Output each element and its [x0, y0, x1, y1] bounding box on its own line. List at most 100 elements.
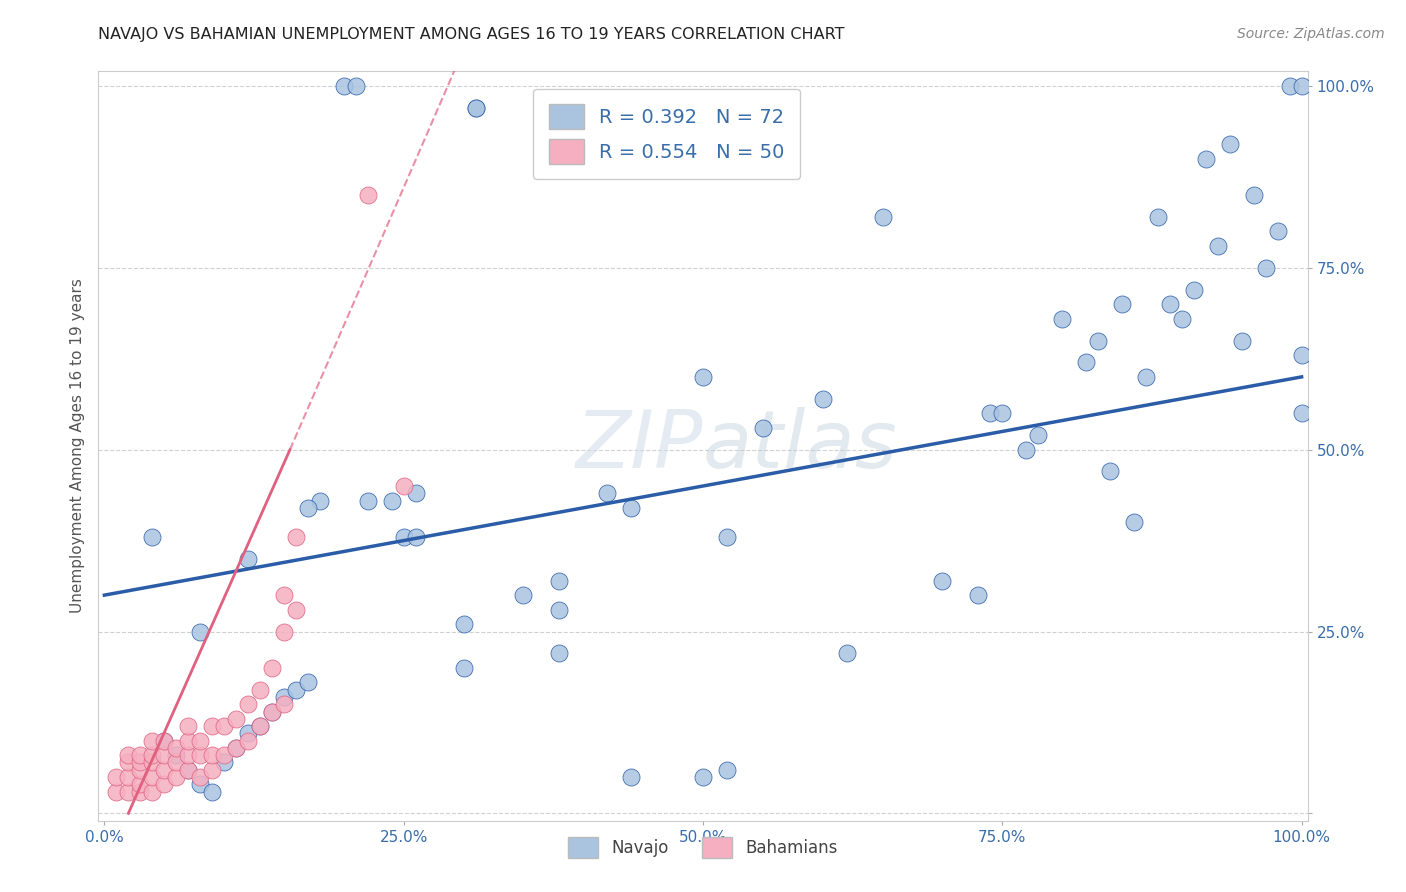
- Point: [177, 763, 200, 777]
- Text: NAVAJO VS BAHAMIAN UNEMPLOYMENT AMONG AGES 16 TO 19 YEARS CORRELATION CHART: NAVAJO VS BAHAMIAN UNEMPLOYMENT AMONG AG…: [98, 27, 845, 42]
- Point: [297, 500, 319, 515]
- Point: [117, 756, 139, 770]
- Point: [1219, 137, 1241, 152]
- Point: [212, 748, 235, 763]
- Point: [165, 748, 187, 763]
- Point: [129, 763, 152, 777]
- Y-axis label: Unemployment Among Ages 16 to 19 years: Unemployment Among Ages 16 to 19 years: [69, 278, 84, 614]
- Point: [188, 777, 211, 791]
- Point: [201, 748, 224, 763]
- Point: [141, 530, 163, 544]
- Point: [1087, 334, 1109, 348]
- Point: [392, 530, 415, 544]
- Point: [1182, 283, 1205, 297]
- Point: [117, 748, 139, 763]
- Point: [1026, 428, 1049, 442]
- Point: [596, 486, 619, 500]
- Point: [1206, 239, 1229, 253]
- Point: [1195, 152, 1218, 166]
- Point: [225, 740, 247, 755]
- Point: [236, 698, 259, 712]
- Point: [512, 588, 534, 602]
- Point: [692, 770, 714, 784]
- Point: [392, 479, 415, 493]
- Point: [991, 406, 1014, 420]
- Point: [177, 719, 200, 733]
- Point: [357, 493, 380, 508]
- Text: atlas: atlas: [703, 407, 898, 485]
- Point: [129, 748, 152, 763]
- Point: [1074, 355, 1097, 369]
- Point: [129, 756, 152, 770]
- Point: [1099, 465, 1122, 479]
- Point: [309, 493, 332, 508]
- Point: [1147, 210, 1170, 224]
- Point: [153, 748, 176, 763]
- Point: [1159, 297, 1181, 311]
- Point: [201, 784, 224, 798]
- Point: [967, 588, 990, 602]
- Point: [141, 733, 163, 747]
- Point: [212, 719, 235, 733]
- Point: [249, 682, 271, 697]
- Point: [692, 370, 714, 384]
- Point: [141, 784, 163, 798]
- Point: [165, 756, 187, 770]
- Point: [716, 530, 738, 544]
- Point: [273, 690, 295, 704]
- Point: [381, 493, 404, 508]
- Point: [141, 748, 163, 763]
- Point: [333, 78, 356, 93]
- Point: [212, 756, 235, 770]
- Point: [1243, 188, 1265, 202]
- Point: [260, 705, 283, 719]
- Point: [405, 486, 427, 500]
- Point: [177, 748, 200, 763]
- Point: [201, 763, 224, 777]
- Point: [548, 646, 571, 660]
- Point: [117, 770, 139, 784]
- Point: [872, 210, 894, 224]
- Point: [1291, 406, 1313, 420]
- Point: [249, 719, 271, 733]
- Point: [464, 101, 486, 115]
- Point: [1171, 311, 1194, 326]
- Point: [129, 777, 152, 791]
- Point: [249, 719, 271, 733]
- Point: [105, 784, 128, 798]
- Point: [153, 777, 176, 791]
- Point: [188, 733, 211, 747]
- Point: [284, 530, 307, 544]
- Point: [165, 740, 187, 755]
- Point: [464, 101, 486, 115]
- Point: [1050, 311, 1073, 326]
- Point: [1267, 224, 1289, 238]
- Point: [188, 624, 211, 639]
- Point: [1123, 516, 1146, 530]
- Point: [284, 602, 307, 616]
- Point: [260, 661, 283, 675]
- Point: [105, 770, 128, 784]
- Point: [357, 188, 380, 202]
- Point: [1278, 78, 1301, 93]
- Point: [260, 705, 283, 719]
- Point: [225, 740, 247, 755]
- Point: [141, 756, 163, 770]
- Point: [979, 406, 1001, 420]
- Point: [141, 770, 163, 784]
- Point: [453, 617, 475, 632]
- Point: [1230, 334, 1253, 348]
- Point: [1254, 260, 1277, 275]
- Point: [548, 602, 571, 616]
- Point: [297, 675, 319, 690]
- Point: [284, 682, 307, 697]
- Point: [177, 763, 200, 777]
- Text: Source: ZipAtlas.com: Source: ZipAtlas.com: [1237, 27, 1385, 41]
- Point: [177, 733, 200, 747]
- Point: [835, 646, 858, 660]
- Legend: Navajo, Bahamians: Navajo, Bahamians: [561, 830, 845, 864]
- Point: [153, 733, 176, 747]
- Point: [548, 574, 571, 588]
- Point: [1291, 78, 1313, 93]
- Point: [273, 698, 295, 712]
